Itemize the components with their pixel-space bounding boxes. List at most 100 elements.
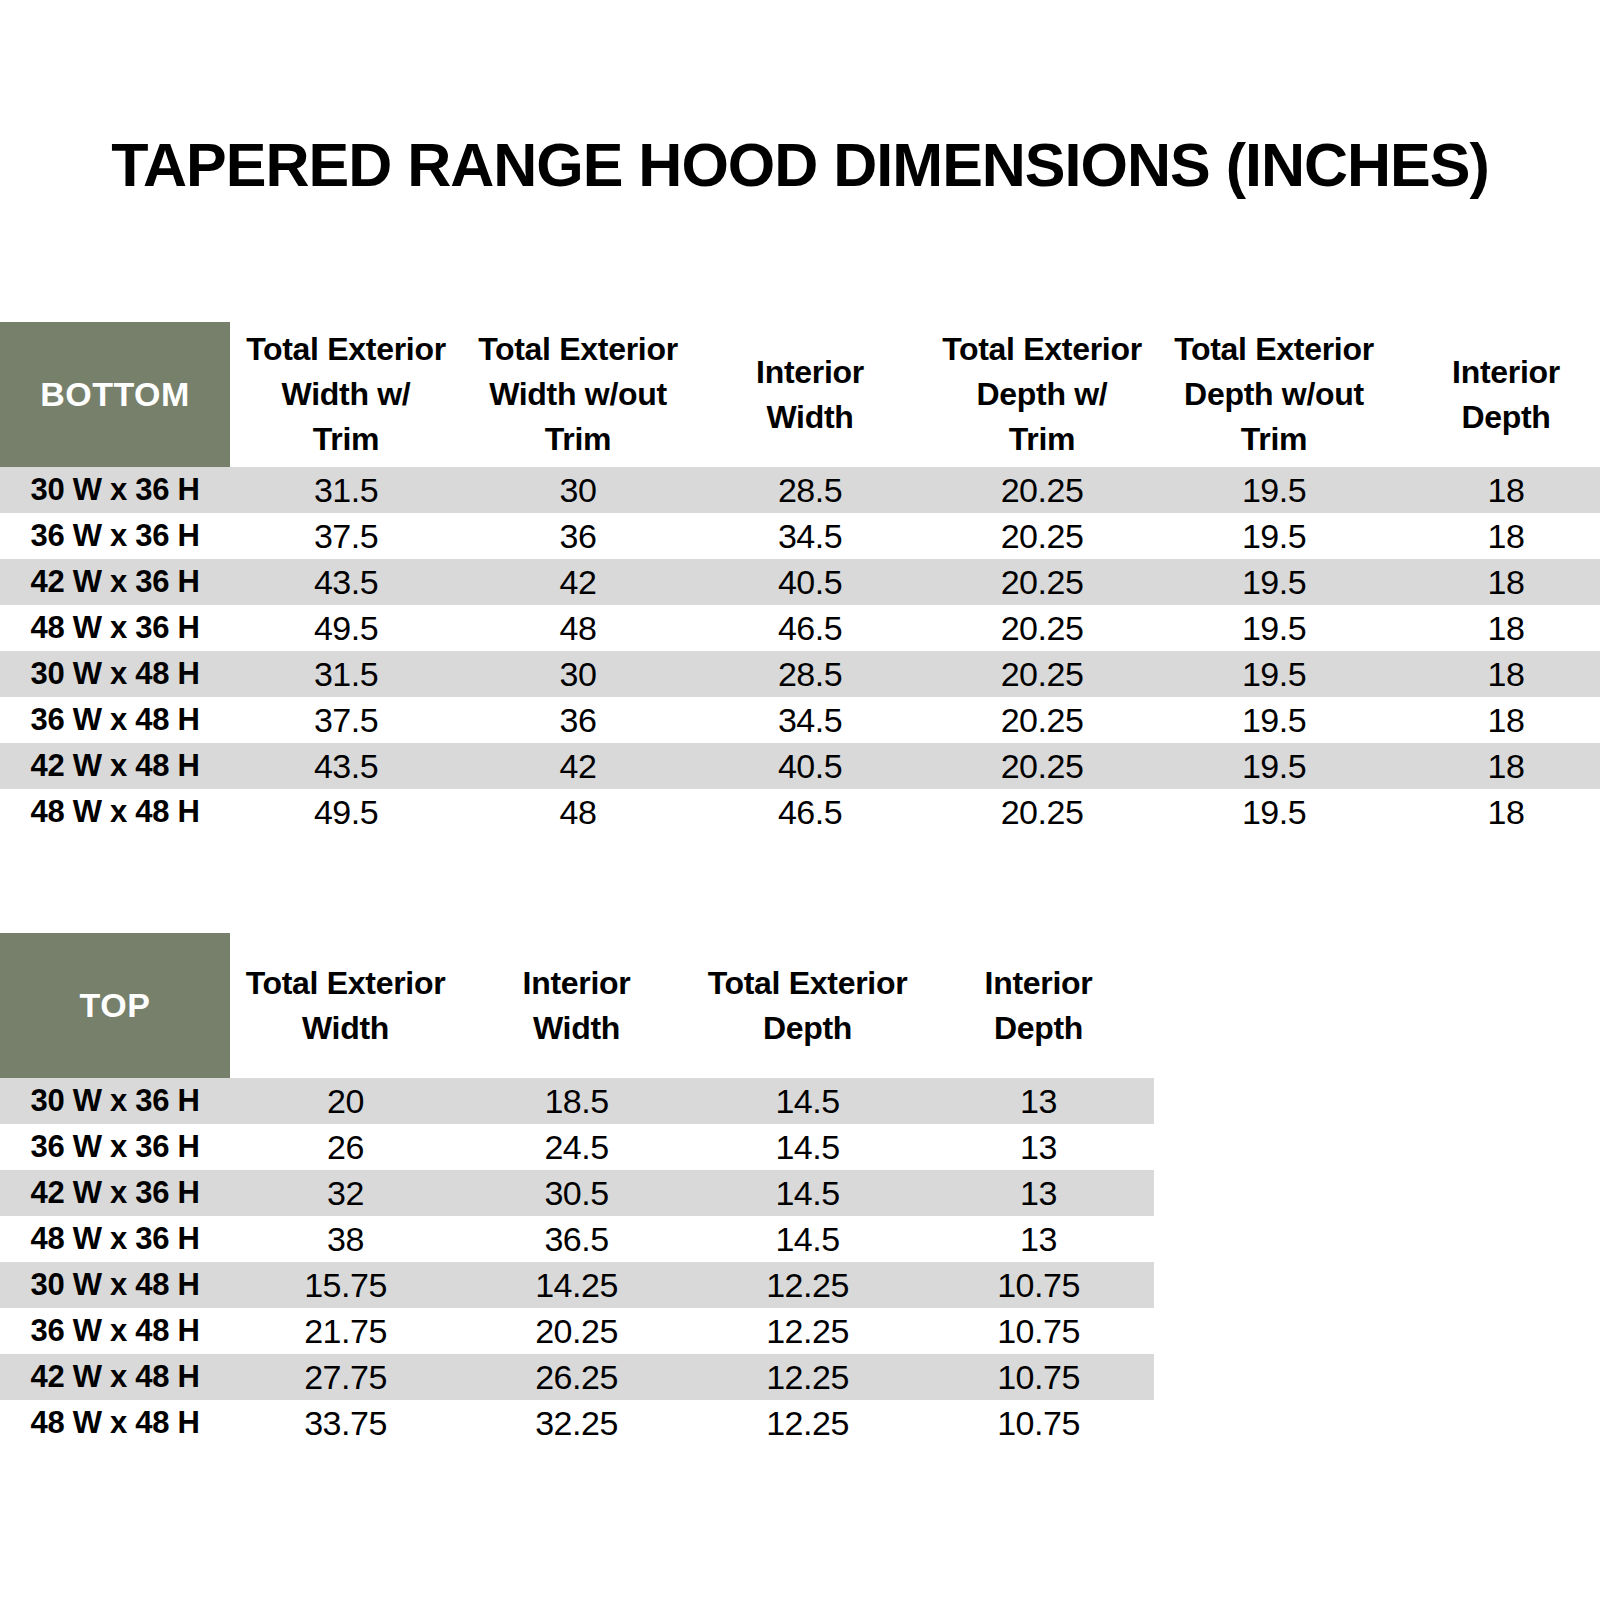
column-header: Interior Depth bbox=[1390, 322, 1600, 467]
page-title: TAPERED RANGE HOOD DIMENSIONS (INCHES) bbox=[0, 128, 1600, 202]
value-cell: 19.5 bbox=[1158, 559, 1390, 605]
value-cell: 32.25 bbox=[461, 1400, 692, 1446]
value-cell: 10.75 bbox=[923, 1400, 1154, 1446]
value-cell: 49.5 bbox=[230, 605, 462, 651]
row-label: 30 W x 36 H bbox=[0, 1078, 230, 1124]
value-cell: 12.25 bbox=[692, 1400, 923, 1446]
value-cell: 20.25 bbox=[926, 559, 1158, 605]
table-row: 42 W x 36 H43.54240.520.2519.518 bbox=[0, 559, 1600, 605]
top-table-corner-label: TOP bbox=[0, 933, 230, 1078]
table-row: 48 W x 48 H33.7532.2512.2510.75 bbox=[0, 1400, 1154, 1446]
value-cell: 34.5 bbox=[694, 697, 926, 743]
page: TAPERED RANGE HOOD DIMENSIONS (INCHES) B… bbox=[0, 0, 1600, 1600]
value-cell: 14.5 bbox=[692, 1170, 923, 1216]
row-label: 48 W x 48 H bbox=[0, 1400, 230, 1446]
value-cell: 46.5 bbox=[694, 605, 926, 651]
row-label: 48 W x 48 H bbox=[0, 789, 230, 835]
value-cell: 19.5 bbox=[1158, 789, 1390, 835]
value-cell: 19.5 bbox=[1158, 651, 1390, 697]
value-cell: 19.5 bbox=[1158, 605, 1390, 651]
bottom-table-column-headers: Total Exterior Width w/ TrimTotal Exteri… bbox=[230, 322, 1600, 467]
value-cell: 28.5 bbox=[694, 467, 926, 513]
bottom-table-corner-label: BOTTOM bbox=[0, 322, 230, 467]
value-cell: 10.75 bbox=[923, 1354, 1154, 1400]
value-cell: 18 bbox=[1390, 697, 1600, 743]
value-cell: 38 bbox=[230, 1216, 461, 1262]
row-label: 30 W x 48 H bbox=[0, 651, 230, 697]
value-cell: 40.5 bbox=[694, 559, 926, 605]
table-row: 36 W x 36 H2624.514.513 bbox=[0, 1124, 1154, 1170]
row-label: 36 W x 48 H bbox=[0, 1308, 230, 1354]
value-cell: 18.5 bbox=[461, 1078, 692, 1124]
column-header: Total Exterior Depth bbox=[692, 933, 923, 1078]
table-row: 36 W x 48 H37.53634.520.2519.518 bbox=[0, 697, 1600, 743]
column-header: Total Exterior Depth w/ Trim bbox=[926, 322, 1158, 467]
value-cell: 19.5 bbox=[1158, 697, 1390, 743]
value-cell: 36 bbox=[462, 697, 694, 743]
value-cell: 43.5 bbox=[230, 743, 462, 789]
value-cell: 26.25 bbox=[461, 1354, 692, 1400]
value-cell: 18 bbox=[1390, 605, 1600, 651]
value-cell: 18 bbox=[1390, 467, 1600, 513]
bottom-table: BOTTOM Total Exterior Width w/ TrimTotal… bbox=[0, 322, 1600, 835]
value-cell: 20.25 bbox=[926, 651, 1158, 697]
table-row: 48 W x 36 H49.54846.520.2519.518 bbox=[0, 605, 1600, 651]
value-cell: 32 bbox=[230, 1170, 461, 1216]
bottom-table-header-row: BOTTOM Total Exterior Width w/ TrimTotal… bbox=[0, 322, 1600, 467]
value-cell: 34.5 bbox=[694, 513, 926, 559]
value-cell: 13 bbox=[923, 1078, 1154, 1124]
value-cell: 48 bbox=[462, 605, 694, 651]
value-cell: 14.25 bbox=[461, 1262, 692, 1308]
value-cell: 20.25 bbox=[926, 697, 1158, 743]
value-cell: 10.75 bbox=[923, 1262, 1154, 1308]
value-cell: 20.25 bbox=[926, 789, 1158, 835]
value-cell: 42 bbox=[462, 743, 694, 789]
value-cell: 37.5 bbox=[230, 513, 462, 559]
value-cell: 12.25 bbox=[692, 1308, 923, 1354]
row-label: 36 W x 36 H bbox=[0, 513, 230, 559]
top-table-column-headers: Total Exterior WidthInterior WidthTotal … bbox=[230, 933, 1154, 1078]
table-row: 42 W x 48 H43.54240.520.2519.518 bbox=[0, 743, 1600, 789]
top-table-body: 30 W x 36 H2018.514.51336 W x 36 H2624.5… bbox=[0, 1078, 1154, 1446]
value-cell: 20.25 bbox=[926, 743, 1158, 789]
row-label: 36 W x 36 H bbox=[0, 1124, 230, 1170]
value-cell: 24.5 bbox=[461, 1124, 692, 1170]
value-cell: 18 bbox=[1390, 513, 1600, 559]
table-row: 30 W x 36 H2018.514.513 bbox=[0, 1078, 1154, 1124]
value-cell: 18 bbox=[1390, 789, 1600, 835]
value-cell: 36.5 bbox=[461, 1216, 692, 1262]
value-cell: 14.5 bbox=[692, 1124, 923, 1170]
value-cell: 26 bbox=[230, 1124, 461, 1170]
row-label: 30 W x 36 H bbox=[0, 467, 230, 513]
row-label: 42 W x 36 H bbox=[0, 559, 230, 605]
value-cell: 20.25 bbox=[926, 467, 1158, 513]
column-header: Interior Width bbox=[461, 933, 692, 1078]
bottom-table-body: 30 W x 36 H31.53028.520.2519.51836 W x 3… bbox=[0, 467, 1600, 835]
table-row: 30 W x 48 H15.7514.2512.2510.75 bbox=[0, 1262, 1154, 1308]
value-cell: 48 bbox=[462, 789, 694, 835]
column-header: Interior Depth bbox=[923, 933, 1154, 1078]
row-label: 48 W x 36 H bbox=[0, 1216, 230, 1262]
value-cell: 14.5 bbox=[692, 1216, 923, 1262]
value-cell: 27.75 bbox=[230, 1354, 461, 1400]
value-cell: 31.5 bbox=[230, 467, 462, 513]
value-cell: 12.25 bbox=[692, 1262, 923, 1308]
table-row: 30 W x 36 H31.53028.520.2519.518 bbox=[0, 467, 1600, 513]
value-cell: 10.75 bbox=[923, 1308, 1154, 1354]
value-cell: 18 bbox=[1390, 651, 1600, 697]
value-cell: 20.25 bbox=[461, 1308, 692, 1354]
table-row: 36 W x 48 H21.7520.2512.2510.75 bbox=[0, 1308, 1154, 1354]
value-cell: 19.5 bbox=[1158, 743, 1390, 789]
value-cell: 20.25 bbox=[926, 513, 1158, 559]
table-row: 30 W x 48 H31.53028.520.2519.518 bbox=[0, 651, 1600, 697]
value-cell: 19.5 bbox=[1158, 467, 1390, 513]
column-header: Total Exterior Width w/out Trim bbox=[462, 322, 694, 467]
row-label: 36 W x 48 H bbox=[0, 697, 230, 743]
column-header: Total Exterior Width bbox=[230, 933, 461, 1078]
value-cell: 37.5 bbox=[230, 697, 462, 743]
value-cell: 43.5 bbox=[230, 559, 462, 605]
top-table: TOP Total Exterior WidthInterior WidthTo… bbox=[0, 933, 1154, 1446]
row-label: 42 W x 36 H bbox=[0, 1170, 230, 1216]
value-cell: 13 bbox=[923, 1216, 1154, 1262]
row-label: 42 W x 48 H bbox=[0, 1354, 230, 1400]
